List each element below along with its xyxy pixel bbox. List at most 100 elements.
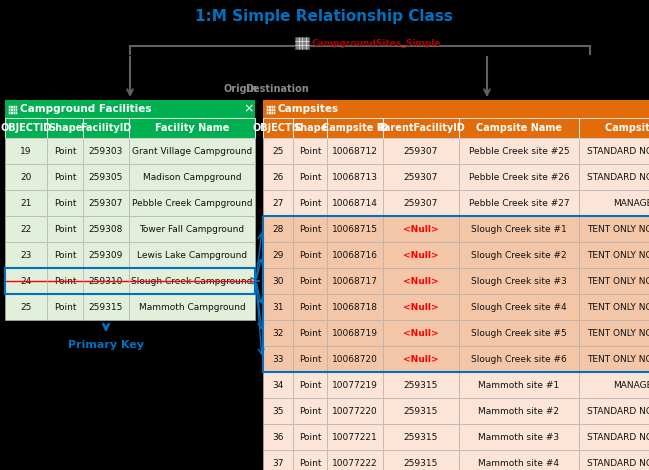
Bar	[129, 138, 255, 164]
Bar	[459, 242, 579, 268]
Text: 259307: 259307	[404, 198, 438, 207]
Bar	[327, 138, 383, 164]
Text: 10068712: 10068712	[332, 147, 378, 156]
Text: 33: 33	[272, 354, 284, 363]
Bar	[579, 450, 649, 470]
Bar	[47, 138, 83, 164]
Bar	[83, 190, 129, 216]
Bar	[47, 118, 83, 138]
Bar	[579, 118, 649, 138]
Text: Pebble Creek site #26: Pebble Creek site #26	[469, 172, 569, 181]
Text: Campground Facilities: Campground Facilities	[20, 104, 151, 114]
Bar	[383, 398, 459, 424]
Bar	[5, 294, 47, 320]
Bar	[327, 450, 383, 470]
Bar	[129, 164, 255, 190]
Bar	[295, 37, 309, 49]
Bar	[293, 450, 327, 470]
Text: 10077220: 10077220	[332, 407, 378, 415]
Text: Pebble Creek site #25: Pebble Creek site #25	[469, 147, 569, 156]
Text: 259307: 259307	[89, 198, 123, 207]
Text: TENT ONLY NONELECTRIC: TENT ONLY NONELECTRIC	[587, 276, 649, 285]
Bar	[263, 100, 649, 118]
Text: 10068716: 10068716	[332, 251, 378, 259]
Text: 259305: 259305	[89, 172, 123, 181]
Bar	[129, 190, 255, 216]
Text: 32: 32	[273, 329, 284, 337]
Text: Mammoth site #2: Mammoth site #2	[478, 407, 559, 415]
Bar	[5, 216, 47, 242]
Text: Point: Point	[54, 147, 76, 156]
Text: Slough Creek site #3: Slough Creek site #3	[471, 276, 567, 285]
Bar	[459, 320, 579, 346]
Text: Lewis Lake Campground: Lewis Lake Campground	[137, 251, 247, 259]
Text: Campsite Type: Campsite Type	[605, 123, 649, 133]
Text: 29: 29	[273, 251, 284, 259]
Text: 19: 19	[20, 147, 32, 156]
Text: CampgroundSites_Simple: CampgroundSites_Simple	[312, 39, 441, 47]
Text: Point: Point	[299, 407, 321, 415]
Bar	[5, 100, 255, 118]
Bar	[293, 190, 327, 216]
Text: 259303: 259303	[89, 147, 123, 156]
Text: Slough Creek site #1: Slough Creek site #1	[471, 225, 567, 234]
Text: FacilityID: FacilityID	[80, 123, 132, 133]
Bar	[459, 118, 579, 138]
Text: Madison Campground: Madison Campground	[143, 172, 241, 181]
Bar	[83, 268, 129, 294]
Bar	[327, 216, 383, 242]
Text: 10077221: 10077221	[332, 432, 378, 441]
Text: TENT ONLY NONELECTRIC: TENT ONLY NONELECTRIC	[587, 354, 649, 363]
Bar	[8, 104, 17, 113]
Text: Point: Point	[299, 147, 321, 156]
Bar	[383, 294, 459, 320]
Text: 259315: 259315	[404, 407, 438, 415]
Text: 10077219: 10077219	[332, 381, 378, 390]
Bar	[263, 346, 293, 372]
Text: Campsites: Campsites	[278, 104, 339, 114]
Bar	[5, 138, 47, 164]
Text: 25: 25	[273, 147, 284, 156]
Bar	[327, 164, 383, 190]
Bar	[383, 138, 459, 164]
Bar	[263, 398, 293, 424]
Bar	[129, 118, 255, 138]
Text: 10068715: 10068715	[332, 225, 378, 234]
Bar	[327, 242, 383, 268]
Bar	[579, 164, 649, 190]
Bar	[293, 268, 327, 294]
Text: OBJECTID: OBJECTID	[1, 123, 52, 133]
Text: 259310: 259310	[89, 276, 123, 285]
Text: 22: 22	[20, 225, 32, 234]
Bar	[383, 346, 459, 372]
Bar	[263, 424, 293, 450]
Text: 10068714: 10068714	[332, 198, 378, 207]
Text: Point: Point	[299, 381, 321, 390]
Bar	[47, 294, 83, 320]
Text: Pebble Creek Campground: Pebble Creek Campground	[132, 198, 252, 207]
Bar	[327, 294, 383, 320]
Text: Tower Fall Campground: Tower Fall Campground	[140, 225, 245, 234]
Bar	[579, 320, 649, 346]
Bar	[129, 242, 255, 268]
Text: Shape: Shape	[293, 123, 327, 133]
Bar	[47, 268, 83, 294]
Text: STANDARD NONELECTRIC: STANDARD NONELECTRIC	[587, 147, 649, 156]
Bar	[579, 372, 649, 398]
Text: Point: Point	[299, 172, 321, 181]
Text: 25: 25	[20, 303, 32, 312]
Text: STANDARD NONELECTRIC: STANDARD NONELECTRIC	[587, 432, 649, 441]
Text: Facility Name: Facility Name	[155, 123, 229, 133]
Bar	[83, 242, 129, 268]
Bar	[263, 138, 293, 164]
Text: 1:M Simple Relationship Class: 1:M Simple Relationship Class	[195, 8, 453, 24]
Bar	[5, 268, 47, 294]
Text: 259308: 259308	[89, 225, 123, 234]
Bar	[383, 372, 459, 398]
Text: 259315: 259315	[89, 303, 123, 312]
Text: TENT ONLY NONELECTRIC: TENT ONLY NONELECTRIC	[587, 329, 649, 337]
Text: Mammoth Campground: Mammoth Campground	[139, 303, 245, 312]
Text: Shape: Shape	[48, 123, 82, 133]
Text: Point: Point	[299, 276, 321, 285]
Text: 10068718: 10068718	[332, 303, 378, 312]
